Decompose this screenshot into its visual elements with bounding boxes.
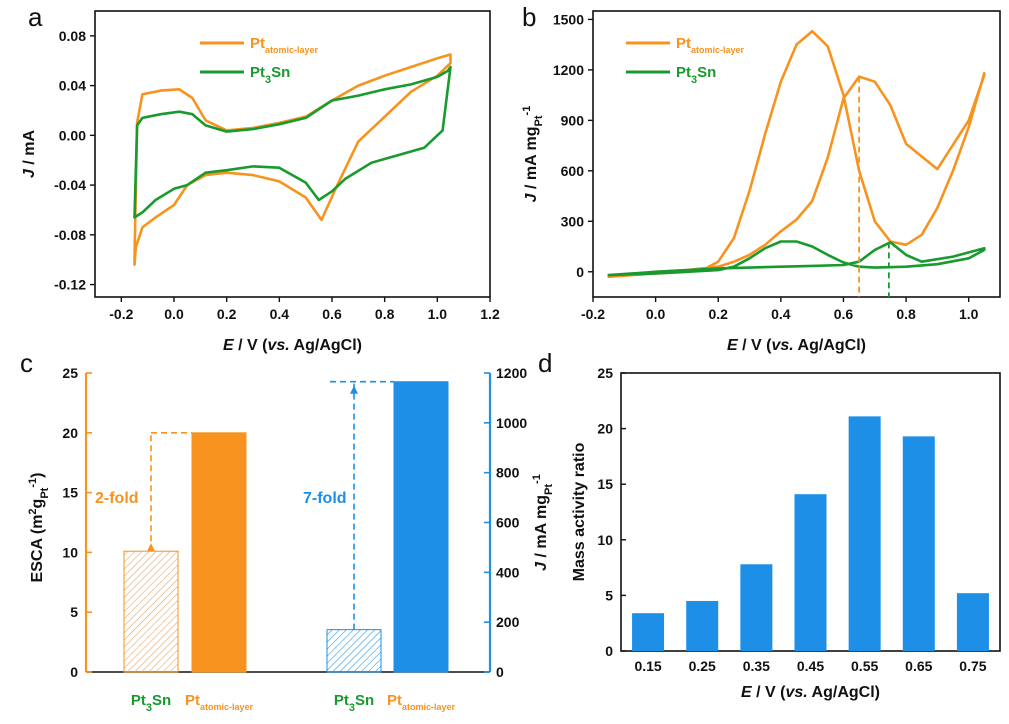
bar-0 [632,613,665,651]
y-axis-title-right: J / mA mgPt-1 [531,474,555,571]
x-tick-label: 0.45 [797,658,824,674]
x-tick-label: 0.8 [375,306,395,322]
bar-4 [848,416,881,651]
x-tick-label: 1.0 [428,306,448,322]
y-tick-label-right: 800 [496,465,520,481]
x-tick-label: 0.35 [743,658,770,674]
y-tick-label-right: 200 [496,614,520,630]
y-tick-label: -0.04 [54,177,86,193]
chart-panel-d: 25 20 15 10 5 0 0.15 0.25 0.35 0.45 0.55 0.65 0.75 E … [571,365,1001,701]
x-axis-title: E / V (vs. Ag/AgCl) [727,337,866,354]
x-tick-label: 0.0 [646,306,666,322]
y-tick-label-left: 20 [62,425,78,441]
bar-right-0 [326,629,382,673]
y-tick-label-right: 400 [496,564,520,580]
x-tick-label: 0.0 [164,306,184,322]
legend-label-0: Ptatomic-layer [676,35,745,55]
y-tick-label: 0 [576,264,584,280]
y-tick-label: 1200 [553,62,584,78]
series-line-1 [607,240,986,277]
x-tick-label: 0.8 [896,306,916,322]
y-tick-label: 0 [605,643,613,659]
legend-label-1: Pt3Sn [250,64,290,86]
x-tick-label: 0.75 [959,658,986,674]
x-axis-title: E / V (vs. Ag/AgCl) [223,337,362,354]
y-tick-label: 0.04 [59,78,86,94]
fold-label-blue: 7-fold [303,490,347,507]
x-tick-label: 0.6 [834,306,854,322]
x-tick-label: 0.4 [270,306,290,322]
y-tick-label: -0.12 [54,277,86,293]
x-tick-label: 0.55 [851,658,878,674]
panel-letter-a: a [28,2,43,32]
x-tick-label: 1.0 [959,306,979,322]
y-axis-title: Mass activity ratio [571,442,588,581]
panel-letter-d: d [538,348,552,378]
bar-left-0 [123,550,179,673]
series-line-0 [133,53,452,267]
y-tick-label: 1500 [553,11,584,27]
legend-label-0: Ptatomic-layer [250,35,319,55]
plot-frame [94,10,491,298]
y-tick-label-left: 0 [70,664,78,680]
y-tick-label: 15 [597,476,613,492]
chart-panel-c: 25 20 15 10 5 0 1200 1000 800 600 400 200 0 Pt3Sn Ptat… [27,365,555,714]
y-tick-label: 5 [605,587,613,603]
bar-label-right-1: Ptatomic-layer [387,692,456,712]
y-tick-label-right: 1200 [496,365,527,381]
series-line-0 [607,29,986,279]
y-tick-label: 25 [597,365,613,381]
bar-label-right-0: Pt3Sn [334,692,374,714]
bar-2 [740,564,773,651]
y-axis-title: J / mA [21,130,38,178]
y-axis-title-left: ESCA (m2gPt-1) [27,473,51,583]
bar-label-left-0: Pt3Sn [131,692,171,714]
chart-panel-b: -0.2 0.0 0.2 0.4 0.6 0.8 1.0 1500 1200 900 600 300 0… [521,10,1001,354]
panel-letter-c: c [20,348,33,378]
bar-6 [956,593,989,651]
y-tick-label: -0.08 [54,227,86,243]
x-tick-label: 0.2 [217,306,237,322]
y-tick-label: 900 [561,112,585,128]
x-axis-title: E / V (vs. Ag/AgCl) [741,684,880,701]
y-tick-label: 300 [561,213,585,229]
series-line-1 [133,65,452,219]
y-tick-label-right: 1000 [496,415,527,431]
y-axis-title: J / mA mgPt-1 [521,106,545,203]
x-tick-label: -0.2 [581,306,605,322]
panel-letter-b: b [522,2,536,32]
x-tick-label: -0.2 [109,306,133,322]
bar-right-1 [393,381,449,673]
fold-arrowhead-blue [350,385,358,394]
x-tick-label: 0.65 [905,658,932,674]
bar-1 [686,600,719,651]
plot-frame [592,10,1001,298]
y-tick-label-left: 5 [70,604,78,620]
fold-arrowhead-orange [147,543,155,552]
chart-panel-a: -0.2 0.0 0.2 0.4 0.6 0.8 1.0 1.2 0.08 0.04 0.00 -0.… [21,10,500,354]
x-tick-label: 0.4 [771,306,791,322]
bar-left-1 [191,432,247,673]
bar-label-left-1: Ptatomic-layer [185,692,254,712]
y-tick-label: 20 [597,421,613,437]
bar-3 [794,494,827,651]
x-tick-label: 0.2 [708,306,728,322]
y-tick-label-left: 25 [62,365,78,381]
legend-label-1: Pt3Sn [676,64,716,86]
y-tick-label-left: 15 [62,485,78,501]
x-tick-label: 0.15 [634,658,661,674]
x-tick-label: 0.6 [322,306,342,322]
y-tick-label: 10 [597,532,613,548]
x-tick-label: 0.25 [689,658,716,674]
y-tick-label-left: 10 [62,544,78,560]
x-tick-label: 1.2 [480,306,500,322]
y-tick-label-right: 0 [496,664,504,680]
y-tick-label: 600 [561,163,585,179]
y-tick-label-right: 600 [496,515,520,531]
bar-5 [902,436,935,651]
y-tick-label: 0.08 [59,28,86,44]
fold-label-orange: 2-fold [95,490,139,507]
y-tick-label: 0.00 [59,127,86,143]
